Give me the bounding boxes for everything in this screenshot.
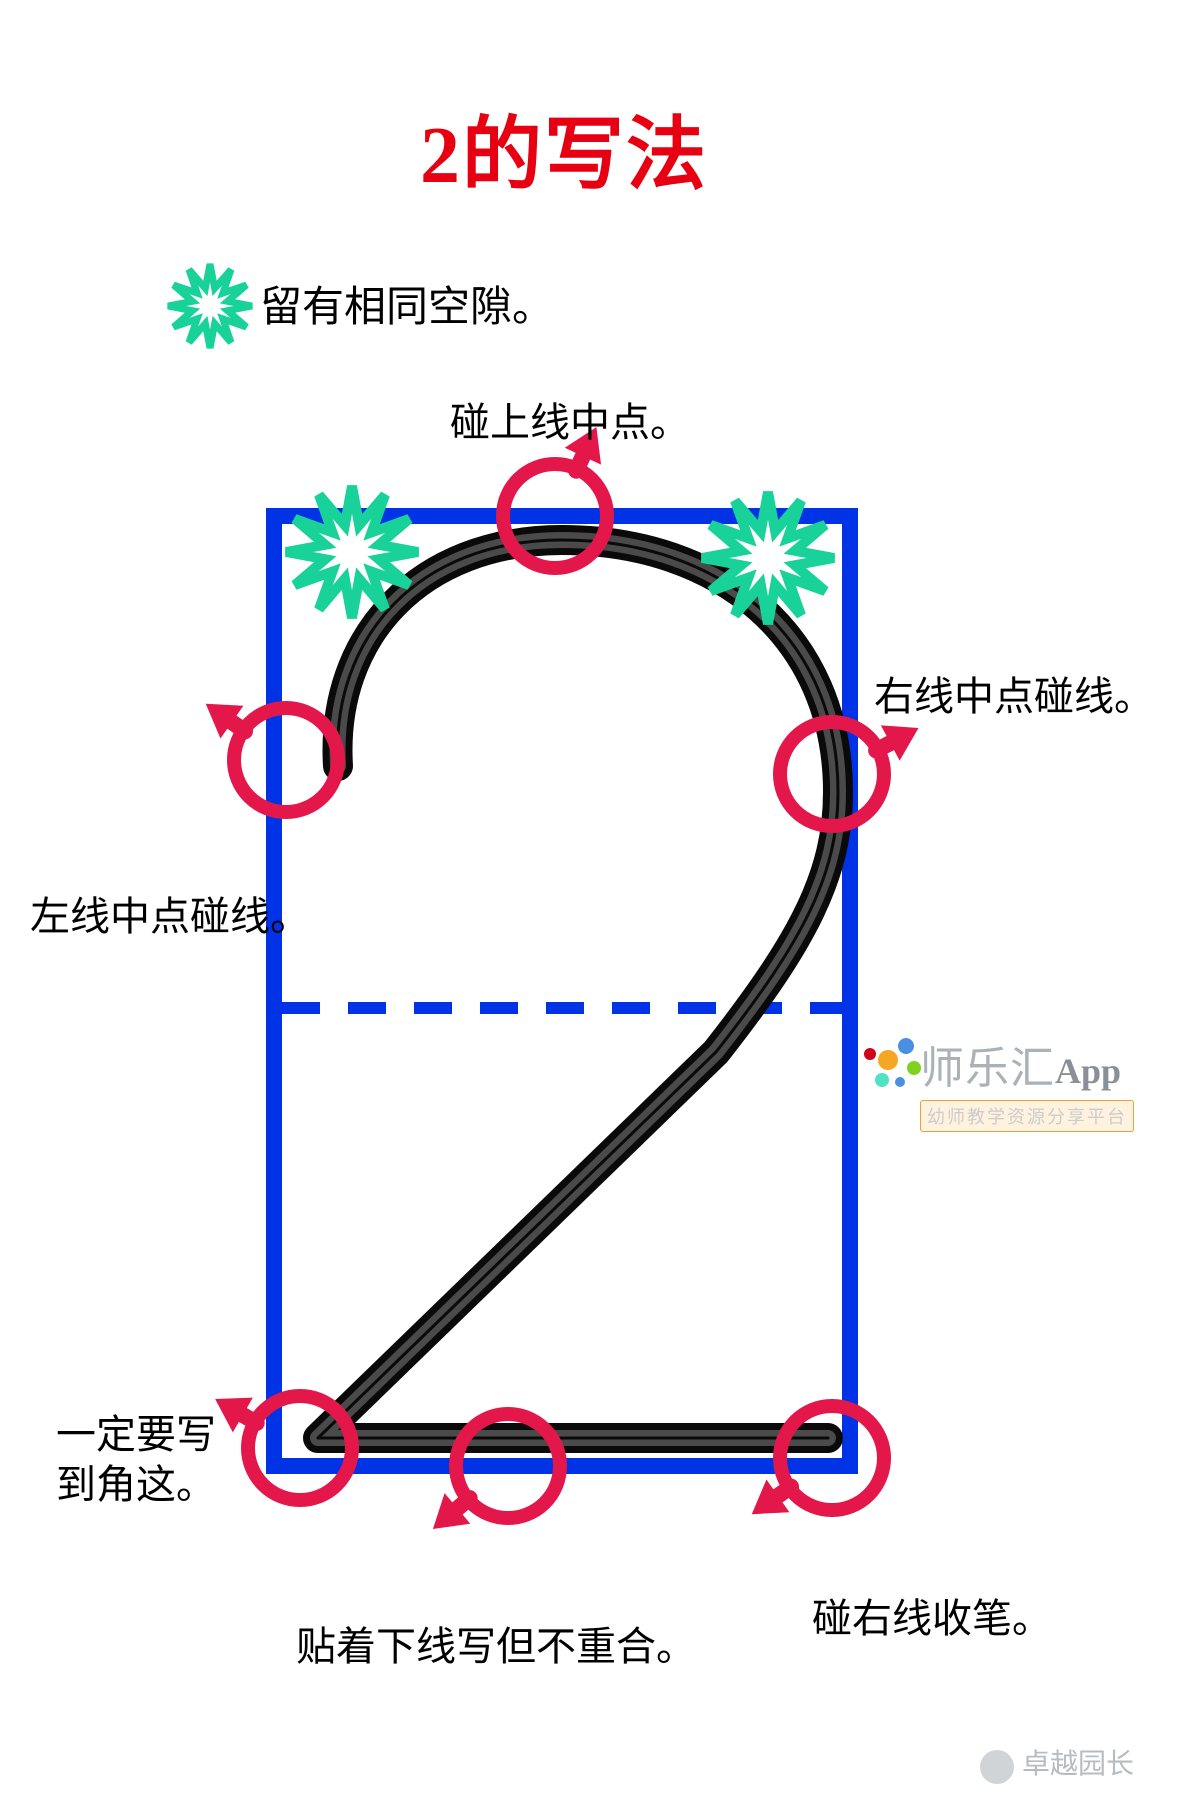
label-left-mid: 左线中点碰线。 xyxy=(30,892,310,942)
wechat-avatar-icon xyxy=(980,1750,1014,1784)
watermark-app: App xyxy=(1055,1051,1121,1091)
label-bl-corner: 一定要写 到角这。 xyxy=(56,1410,216,1510)
numeral-2 xyxy=(318,540,838,1438)
label-br-corner: 碰右线收笔。 xyxy=(812,1594,1052,1644)
label-right-mid: 右线中点碰线。 xyxy=(874,672,1154,722)
label-top-mid: 碰上线中点。 xyxy=(450,398,690,448)
label-bot-mid: 贴着下线写但不重合。 xyxy=(296,1622,696,1672)
attribution: 卓越园长 xyxy=(980,1742,1134,1784)
watermark: 师乐汇App 幼师教学资源分享平台 xyxy=(920,1032,1134,1132)
watermark-main: 师乐汇 xyxy=(920,1044,1055,1093)
watermark-logo-icon xyxy=(864,1038,921,1087)
watermark-sub: 幼师教学资源分享平台 xyxy=(920,1100,1134,1132)
attribution-text: 卓越园长 xyxy=(1022,1749,1134,1780)
